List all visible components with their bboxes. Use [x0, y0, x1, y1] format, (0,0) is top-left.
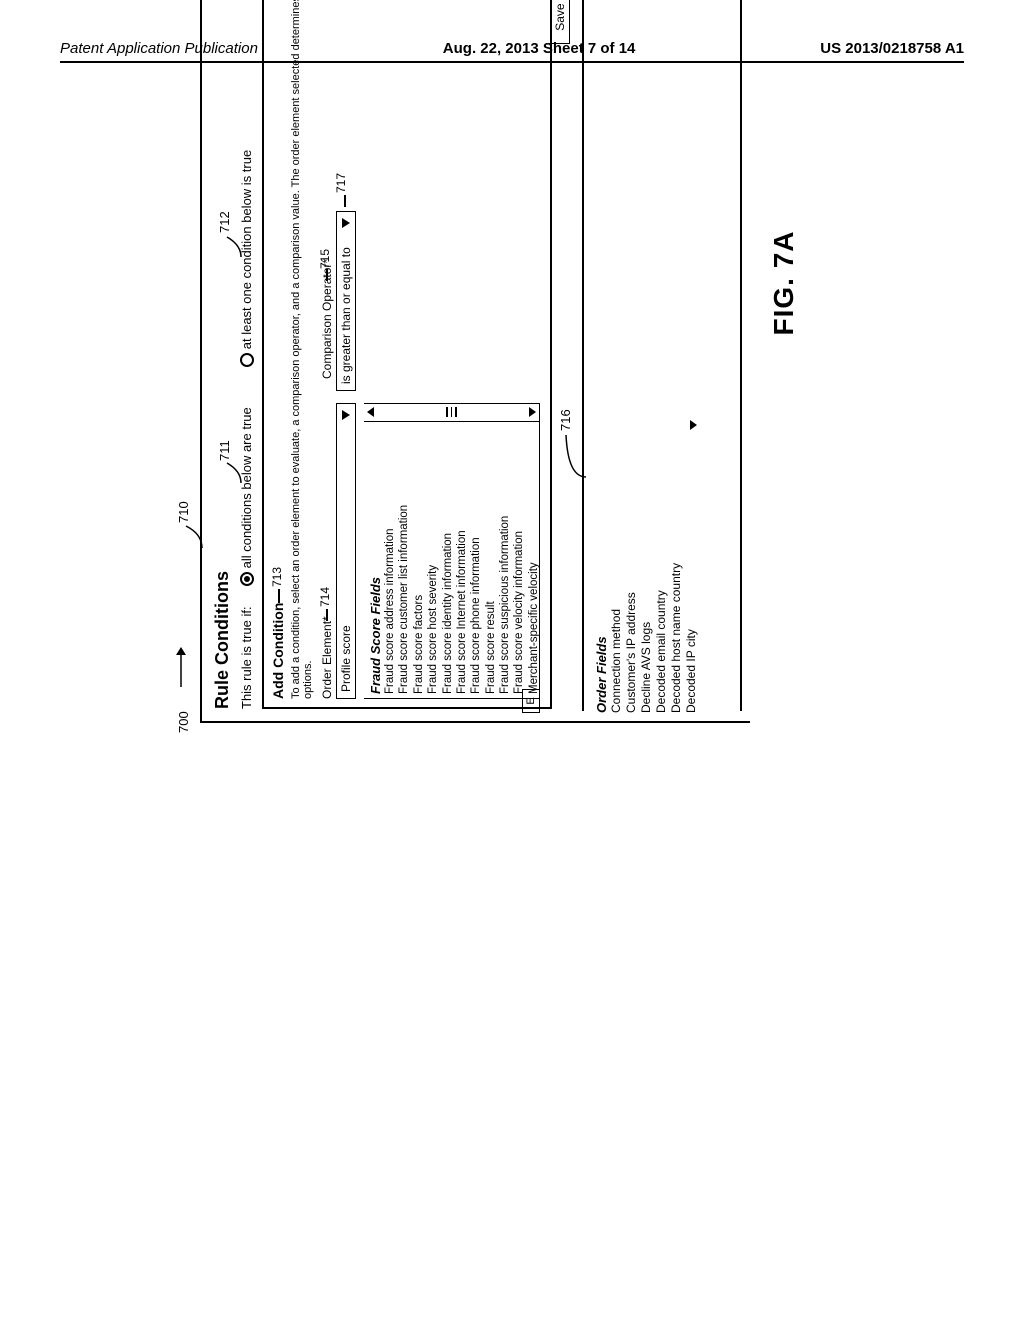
order-element-dropdown[interactable]: Fraud Score Fields Fraud score address i… — [364, 403, 540, 699]
lower-header-order: Order Fields — [594, 434, 609, 713]
leader-717 — [344, 195, 346, 207]
selects-row: Profile score is greater than or equal t… — [336, 0, 356, 699]
ref-715: 715 — [318, 249, 332, 269]
figure-label: FIG. 7A — [768, 0, 800, 723]
scroll-thumb[interactable] — [446, 408, 457, 418]
scroll-down-icon[interactable] — [690, 420, 697, 430]
comparison-operator-value: is greater than or equal to — [339, 247, 353, 384]
list-item[interactable]: Merchant-specific velocity — [527, 426, 539, 694]
radio-all-label: all conditions below are true — [239, 407, 254, 568]
list-item[interactable]: Fraud score result — [484, 426, 498, 694]
radio-all-circle — [240, 572, 254, 586]
dropdown-header-fraud: Fraud Score Fields — [368, 426, 383, 694]
rule-true-label: This rule is true if: — [239, 606, 254, 709]
list-item[interactable]: Connection method — [609, 434, 624, 713]
arrow-700 — [174, 647, 188, 687]
scroll-up-icon[interactable] — [367, 408, 374, 418]
dropdown-scrollbar[interactable] — [364, 404, 539, 422]
list-item[interactable]: Fraud score factors — [412, 426, 426, 694]
lower-scrollbar[interactable] — [592, 416, 699, 434]
list-item[interactable]: Fraud score suspicious information — [498, 426, 512, 694]
list-item[interactable]: Fraud score identity information — [441, 426, 455, 694]
save-button[interactable]: Save — [550, 0, 570, 44]
list-item[interactable]: Decoded email country — [654, 434, 669, 713]
header-right: US 2013/0218758 A1 — [820, 40, 964, 57]
page: Patent Application Publication Aug. 22, … — [0, 0, 1024, 1320]
chevron-down-icon — [342, 218, 350, 228]
lower-list: Order Fields Connection method Customer'… — [592, 416, 699, 713]
order-element-value: Profile score — [339, 625, 353, 692]
leader-711 — [225, 457, 243, 483]
button-row: Save Cancel Apply — [550, 0, 570, 44]
lower-list-content: Order Fields Connection method Customer'… — [592, 434, 699, 713]
order-element-select[interactable]: Profile score — [336, 403, 356, 699]
add-condition-heading: Add Condition 713 — [270, 0, 286, 699]
dropdown-content: Fraud Score Fields Fraud score address i… — [364, 422, 539, 698]
list-item[interactable]: Decoded IP city — [684, 434, 699, 713]
comparison-operator-select[interactable]: is greater than or equal to — [336, 211, 356, 391]
add-condition-box: Add Condition 713 To add a condition, se… — [262, 0, 552, 709]
leader-712 — [225, 231, 243, 257]
radio-any[interactable]: at least one condition below is true — [239, 150, 254, 367]
rule-conditions-panel: Rule Conditions This rule is true if: al… — [200, 0, 750, 723]
ref-712: 712 — [217, 211, 232, 233]
list-item[interactable]: Fraud score customer list information — [397, 426, 411, 694]
list-item[interactable]: Fraud score host severity — [426, 426, 440, 694]
list-item[interactable]: Fraud score phone information — [469, 426, 483, 694]
add-condition-text: Add Condition — [270, 603, 286, 699]
add-condition-help: To add a condition, select an order elem… — [290, 0, 314, 699]
list-item[interactable]: Fraud score Internet information — [455, 426, 469, 694]
radio-all[interactable]: all conditions below are true — [239, 407, 254, 586]
list-item[interactable]: Decoded host name country — [669, 434, 684, 713]
labels-row: Order Element* Comparison Operator* 714 … — [320, 0, 334, 699]
leader-714 — [326, 609, 328, 621]
divider-1 — [582, 0, 584, 711]
label-order-element: Order Element* — [320, 439, 334, 699]
ref-700: 700 — [176, 711, 191, 733]
divider-2 — [740, 0, 742, 711]
rule-true-row: This rule is true if: all conditions bel… — [239, 0, 254, 709]
leader-713 — [278, 589, 280, 603]
list-item[interactable]: Fraud score address information — [383, 426, 397, 694]
list-item[interactable]: Customer's IP address — [624, 434, 639, 713]
ref-717: 717 — [334, 173, 348, 193]
panel-title: Rule Conditions — [212, 0, 233, 709]
figure-rotated: 700 710 Rule Conditions This rule is tru… — [200, 0, 800, 723]
ref-714: 714 — [318, 587, 332, 607]
list-item[interactable]: Decline AVS logs — [639, 434, 654, 713]
ref-713: 713 — [270, 567, 284, 587]
ref-716: 716 — [558, 409, 573, 431]
scroll-down-icon[interactable] — [529, 408, 536, 418]
leader-715 — [326, 269, 328, 281]
chevron-down-icon — [342, 410, 350, 420]
list-item[interactable]: Fraud score velocity information — [512, 426, 526, 694]
element-e[interactable]: E — [522, 689, 540, 713]
leader-716 — [562, 433, 588, 479]
radio-any-circle — [240, 353, 254, 367]
